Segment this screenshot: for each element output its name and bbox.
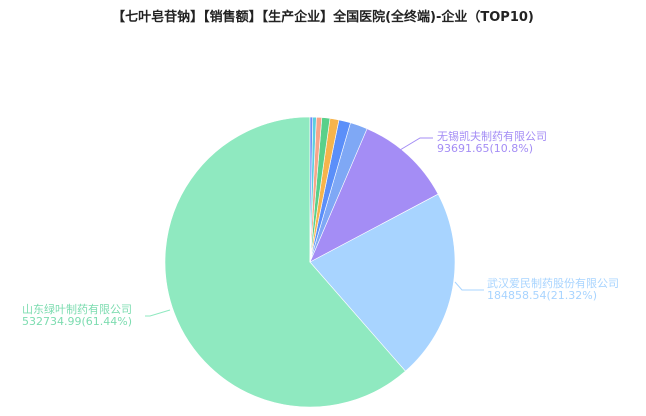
pie-slice-9[interactable] <box>164 116 406 408</box>
label-name: 武汉爱民制药股份有限公司 <box>487 277 619 290</box>
label-wuhan: 武汉爱民制药股份有限公司 184858.54(21.32%) <box>487 278 619 302</box>
leader-line-wuxi <box>399 137 433 151</box>
pie-slice-0[interactable] <box>309 116 314 263</box>
pie-slice-7[interactable] <box>309 128 439 263</box>
pie-slice-8[interactable] <box>309 193 456 372</box>
leader-line-shandong <box>145 309 171 317</box>
leader-line-wuhan <box>454 281 484 291</box>
chart-title: 【七叶皂苷钠】【销售额】【生产企业】全国医院(全终端)-企业（TOP10) <box>112 10 534 25</box>
label-shandong: 山东绿叶制药有限公司 532734.99(61.44%) <box>22 304 132 328</box>
label-wuxi: 无锡凯夫制药有限公司 93691.65(10.8%) <box>437 131 547 155</box>
label-value: 532734.99(61.44%) <box>22 315 133 328</box>
label-name: 无锡凯夫制药有限公司 <box>437 130 547 143</box>
label-value: 93691.65(10.8%) <box>437 142 534 155</box>
label-name: 山东绿叶制药有限公司 <box>22 303 133 316</box>
label-value: 184858.54(21.32%) <box>487 289 598 302</box>
